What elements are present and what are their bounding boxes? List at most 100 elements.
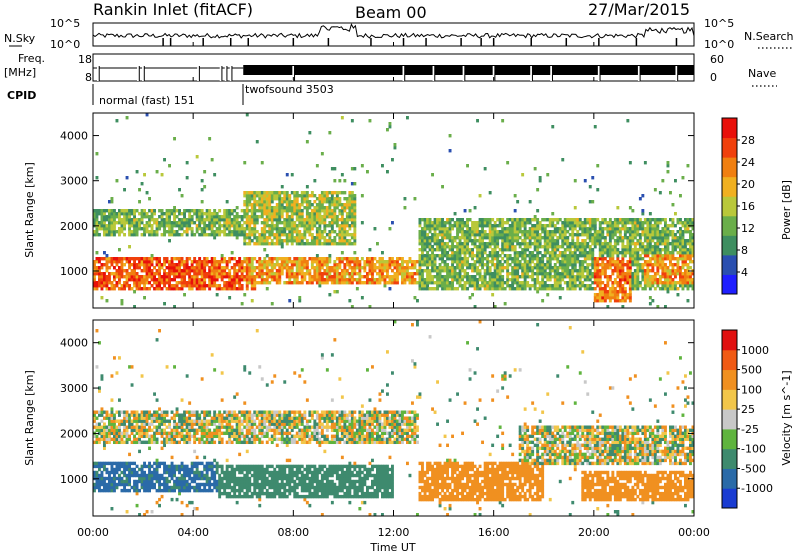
heatmap-cell bbox=[228, 287, 232, 291]
heatmap-cell bbox=[646, 254, 650, 258]
heatmap-cell bbox=[463, 209, 467, 213]
heatmap-cell bbox=[328, 236, 332, 240]
heatmap-cell bbox=[203, 278, 207, 282]
heatmap-cell bbox=[518, 275, 522, 279]
heatmap-cell bbox=[461, 227, 464, 231]
heatmap-cell bbox=[588, 200, 592, 204]
heatmap-cell bbox=[285, 218, 289, 222]
heatmap-cell bbox=[378, 263, 382, 267]
heatmap-cell bbox=[128, 425, 131, 429]
heatmap-cell bbox=[598, 236, 602, 240]
heatmap-cell bbox=[451, 224, 454, 228]
heatmap-cell bbox=[145, 263, 149, 267]
heatmap-cell bbox=[651, 227, 655, 231]
heatmap-cell bbox=[158, 278, 161, 282]
heatmap-cell bbox=[661, 248, 665, 252]
heatmap-cell bbox=[371, 272, 374, 276]
heatmap-cell bbox=[315, 281, 319, 285]
heatmap-cell bbox=[170, 287, 174, 291]
heatmap-cell bbox=[684, 251, 687, 255]
heatmap-cell bbox=[461, 278, 464, 282]
heatmap-cell bbox=[468, 266, 472, 270]
heatmap-cell bbox=[148, 224, 151, 228]
heatmap-cell bbox=[95, 266, 99, 270]
heatmap-cell bbox=[593, 296, 597, 300]
heatmap-cell bbox=[498, 266, 502, 270]
heatmap-cell bbox=[486, 269, 490, 273]
heatmap-cell bbox=[643, 221, 647, 225]
heatmap-cell bbox=[593, 230, 597, 234]
heatmap-cell bbox=[613, 218, 617, 222]
heatmap-cell bbox=[190, 281, 194, 285]
heatmap-cell bbox=[658, 278, 662, 282]
heatmap-cell bbox=[573, 281, 577, 285]
heatmap-cell bbox=[656, 245, 660, 249]
heatmap-cell bbox=[433, 221, 437, 225]
heatmap-cell bbox=[268, 275, 272, 279]
heatmap-cell bbox=[608, 239, 612, 243]
heatmap-cell bbox=[383, 284, 387, 288]
heatmap-cell bbox=[173, 230, 176, 234]
heatmap-cell bbox=[285, 260, 289, 264]
heatmap-cell bbox=[255, 209, 259, 213]
heatmap-cell bbox=[671, 284, 675, 288]
heatmap-cell bbox=[218, 272, 222, 276]
heatmap-cell bbox=[531, 269, 535, 273]
heatmap-cell bbox=[125, 284, 129, 288]
heatmap-cell bbox=[481, 266, 484, 270]
heatmap-cell bbox=[446, 251, 449, 255]
heatmap-cell bbox=[466, 233, 469, 237]
heatmap-cell bbox=[666, 164, 670, 168]
heatmap-cell bbox=[113, 422, 116, 426]
heatmap-cell bbox=[568, 281, 572, 285]
heatmap-cell bbox=[175, 215, 179, 219]
heatmap-cell bbox=[98, 410, 101, 414]
heatmap-cell bbox=[669, 263, 672, 267]
heatmap-cell bbox=[128, 278, 131, 282]
heatmap-cell bbox=[108, 230, 111, 234]
heatmap-cell bbox=[348, 203, 352, 207]
heatmap-cell bbox=[441, 221, 444, 225]
heatmap-cell bbox=[463, 254, 467, 258]
heatmap-cell bbox=[493, 221, 497, 225]
heatmap-cell bbox=[165, 221, 169, 225]
heatmap-cell bbox=[113, 275, 116, 279]
heatmap-cell bbox=[421, 257, 424, 261]
heatmap-cell bbox=[125, 221, 129, 225]
heatmap-cell bbox=[518, 236, 522, 240]
heatmap-cell bbox=[265, 242, 269, 246]
heatmap-cell bbox=[503, 221, 507, 225]
heatmap-cell bbox=[476, 284, 479, 288]
heatmap-cell bbox=[245, 212, 249, 216]
heatmap-cell bbox=[648, 275, 652, 279]
heatmap-cell bbox=[691, 227, 695, 231]
heatmap-cell bbox=[423, 287, 427, 291]
heatmap-cell bbox=[125, 476, 129, 481]
heatmap-cell bbox=[366, 281, 369, 285]
heatmap-cell bbox=[113, 218, 116, 222]
heatmap-cell bbox=[466, 278, 469, 282]
heatmap-cell bbox=[108, 473, 111, 478]
heatmap-cell bbox=[433, 230, 437, 234]
heatmap-cell bbox=[258, 191, 262, 195]
heatmap-cell bbox=[433, 287, 437, 291]
heatmap-cell bbox=[143, 287, 146, 291]
heatmap-cell bbox=[511, 272, 515, 276]
heatmap-cell bbox=[536, 236, 540, 240]
heatmap-cell bbox=[613, 290, 617, 294]
heatmap-cell bbox=[501, 278, 505, 282]
heatmap-cell bbox=[290, 173, 294, 177]
heatmap-cell bbox=[458, 275, 462, 279]
heatmap-cell bbox=[561, 272, 565, 276]
heatmap-cell bbox=[553, 248, 557, 252]
heatmap-cell bbox=[679, 194, 682, 198]
heatmap-cell bbox=[273, 257, 277, 261]
heatmap-cell bbox=[676, 293, 680, 297]
heatmap-cell bbox=[93, 218, 96, 222]
heatmap-cell bbox=[158, 287, 161, 291]
heatmap-cell bbox=[295, 281, 299, 285]
heatmap-cell bbox=[598, 254, 602, 258]
heatmap-cell bbox=[95, 464, 99, 469]
heatmap-cell bbox=[463, 257, 467, 261]
heatmap-cell bbox=[273, 212, 277, 216]
